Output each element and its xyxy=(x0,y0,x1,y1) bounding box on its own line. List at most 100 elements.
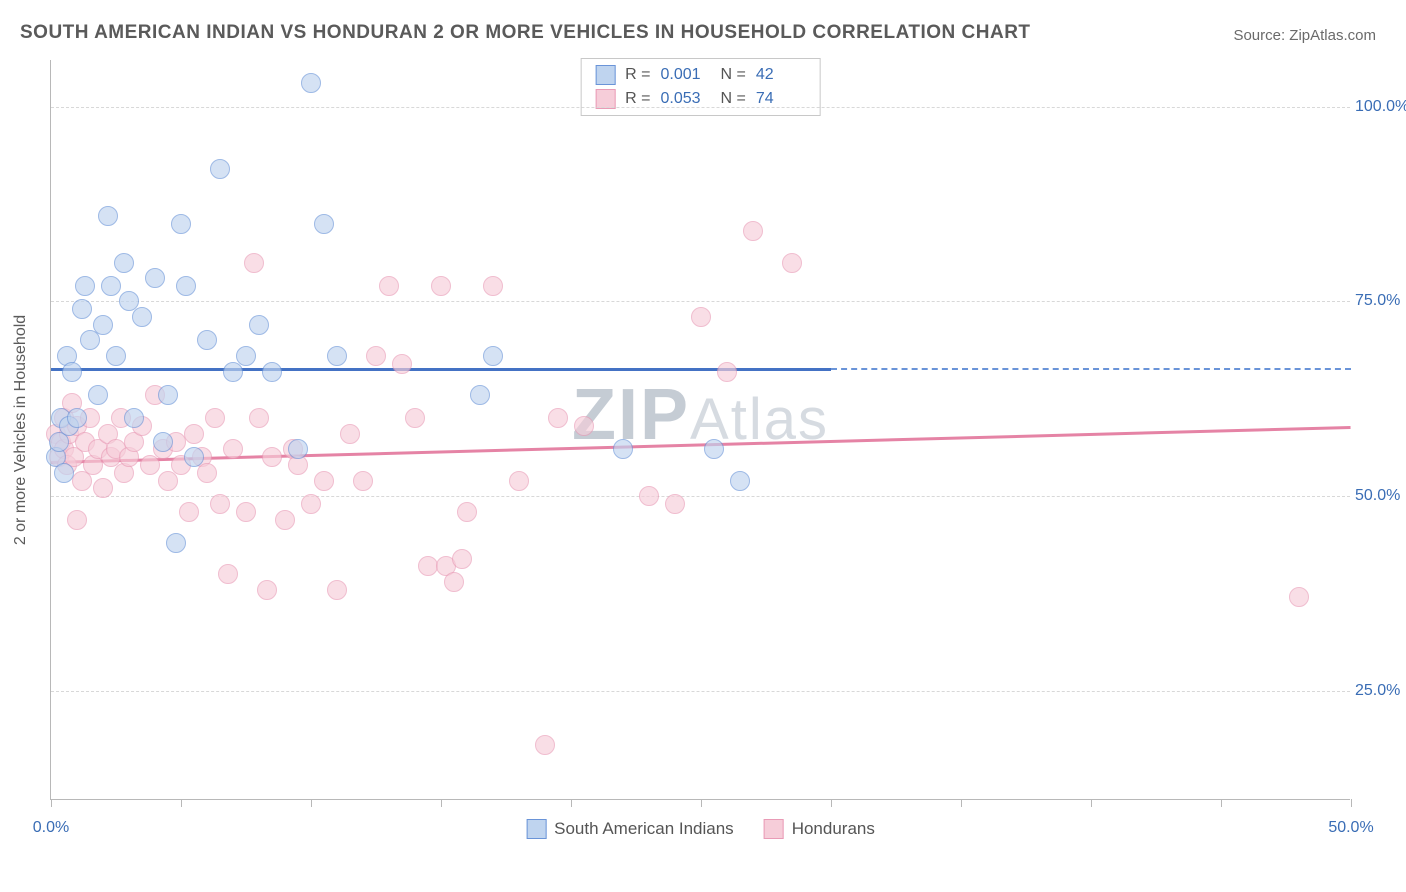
data-point xyxy=(106,346,126,366)
data-point xyxy=(124,408,144,428)
data-point xyxy=(166,533,186,553)
data-point xyxy=(353,471,373,491)
chart-header: SOUTH AMERICAN INDIAN VS HONDURAN 2 OR M… xyxy=(0,0,1406,50)
gridline xyxy=(51,691,1350,692)
swatch-series-1-icon xyxy=(764,819,784,839)
data-point xyxy=(223,439,243,459)
data-point xyxy=(210,494,230,514)
x-tick xyxy=(1351,799,1352,807)
data-point xyxy=(314,214,334,234)
data-point xyxy=(418,556,438,576)
x-tick-label: 0.0% xyxy=(33,819,69,837)
x-tick xyxy=(441,799,442,807)
data-point xyxy=(179,502,199,522)
data-point xyxy=(301,73,321,93)
x-tick xyxy=(311,799,312,807)
x-tick-label: 50.0% xyxy=(1328,819,1373,837)
data-point xyxy=(392,354,412,374)
data-point xyxy=(197,463,217,483)
data-point xyxy=(210,159,230,179)
x-tick xyxy=(571,799,572,807)
data-point xyxy=(782,253,802,273)
data-point xyxy=(405,408,425,428)
x-tick xyxy=(181,799,182,807)
data-point xyxy=(98,206,118,226)
data-point xyxy=(327,346,347,366)
legend-item-1: Hondurans xyxy=(764,819,875,839)
x-tick xyxy=(51,799,52,807)
x-tick xyxy=(701,799,702,807)
data-point xyxy=(67,510,87,530)
data-point xyxy=(665,494,685,514)
n-value-0: 42 xyxy=(756,66,806,84)
data-point xyxy=(431,276,451,296)
data-point xyxy=(275,510,295,530)
y-tick-label: 75.0% xyxy=(1355,292,1406,310)
trend-line xyxy=(51,368,831,371)
data-point xyxy=(114,253,134,273)
data-point xyxy=(262,447,282,467)
data-point xyxy=(288,439,308,459)
data-point xyxy=(535,735,555,755)
data-point xyxy=(184,424,204,444)
data-point xyxy=(379,276,399,296)
y-tick-label: 25.0% xyxy=(1355,682,1406,700)
data-point xyxy=(257,580,277,600)
data-point xyxy=(483,276,503,296)
data-point xyxy=(366,346,386,366)
gridline xyxy=(51,496,1350,497)
data-point xyxy=(327,580,347,600)
data-point xyxy=(613,439,633,459)
data-point xyxy=(197,330,217,350)
data-point xyxy=(72,299,92,319)
x-tick xyxy=(1221,799,1222,807)
data-point xyxy=(704,439,724,459)
data-point xyxy=(93,315,113,335)
data-point xyxy=(75,276,95,296)
data-point xyxy=(101,276,121,296)
data-point xyxy=(301,494,321,514)
r-value-0: 0.001 xyxy=(661,66,711,84)
data-point xyxy=(236,502,256,522)
data-point xyxy=(452,549,472,569)
data-point xyxy=(249,315,269,335)
data-point xyxy=(54,463,74,483)
data-point xyxy=(62,362,82,382)
data-point xyxy=(444,572,464,592)
data-point xyxy=(205,408,225,428)
data-point xyxy=(730,471,750,491)
data-point xyxy=(639,486,659,506)
data-point xyxy=(470,385,490,405)
data-point xyxy=(88,385,108,405)
y-tick-label: 50.0% xyxy=(1355,487,1406,505)
swatch-series-0 xyxy=(595,65,615,85)
x-tick xyxy=(961,799,962,807)
data-point xyxy=(218,564,238,584)
data-point xyxy=(244,253,264,273)
data-point xyxy=(236,346,256,366)
data-point xyxy=(509,471,529,491)
plot-area: 2 or more Vehicles in Household ZIPAtlas… xyxy=(50,60,1350,800)
series-legend: South American Indians Hondurans xyxy=(526,819,875,839)
trend-line-extrapolated xyxy=(831,368,1351,370)
data-point xyxy=(457,502,477,522)
gridline xyxy=(51,107,1350,108)
data-point xyxy=(145,268,165,288)
swatch-series-0-icon xyxy=(526,819,546,839)
data-point xyxy=(249,408,269,428)
data-point xyxy=(184,447,204,467)
y-tick-label: 100.0% xyxy=(1355,98,1406,116)
data-point xyxy=(340,424,360,444)
data-point xyxy=(171,214,191,234)
trend-line xyxy=(51,426,1351,464)
r-value-1: 0.053 xyxy=(661,90,711,108)
chart-title: SOUTH AMERICAN INDIAN VS HONDURAN 2 OR M… xyxy=(20,22,1031,44)
data-point xyxy=(743,221,763,241)
data-point xyxy=(132,307,152,327)
gridline xyxy=(51,301,1350,302)
chart-source: Source: ZipAtlas.com xyxy=(1233,27,1376,44)
data-point xyxy=(548,408,568,428)
data-point xyxy=(314,471,334,491)
x-tick xyxy=(1091,799,1092,807)
data-point xyxy=(93,478,113,498)
